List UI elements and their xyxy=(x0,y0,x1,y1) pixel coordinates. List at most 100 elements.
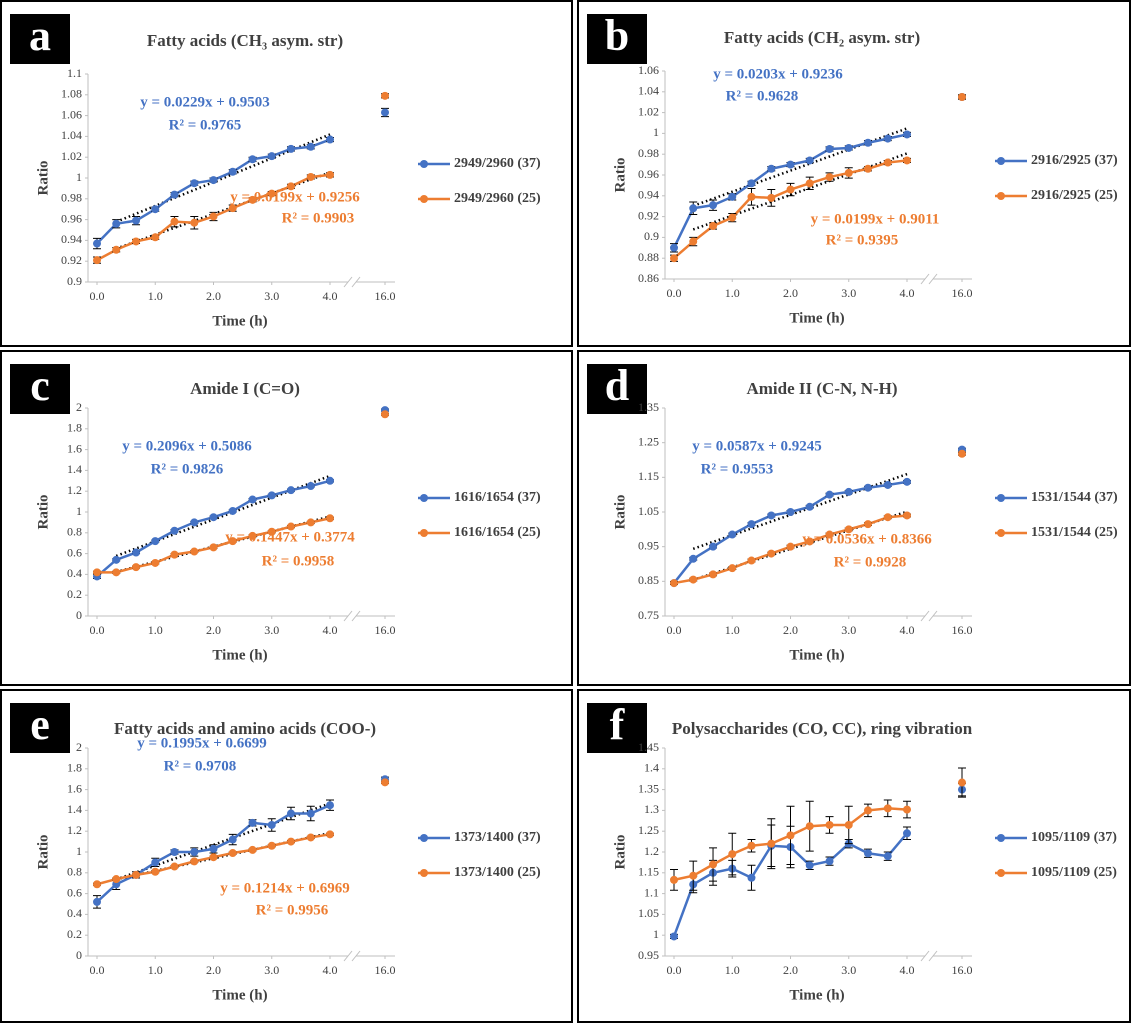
data-point xyxy=(689,575,698,584)
axis-break-gap xyxy=(348,610,356,622)
y-tick-label: 0.4 xyxy=(67,906,82,920)
data-point xyxy=(747,841,756,850)
data-point xyxy=(805,502,814,511)
panel-frame xyxy=(577,689,1131,1023)
data-point xyxy=(709,570,718,579)
legend-label: 1616/1654 (37) xyxy=(454,490,541,505)
data-point xyxy=(883,134,892,143)
y-tick-label: 2 xyxy=(76,740,82,754)
data-point xyxy=(844,487,853,496)
data-point xyxy=(767,839,776,848)
panel-letter: c xyxy=(30,361,50,410)
data-point xyxy=(209,543,218,552)
y-tick-label: 1.2 xyxy=(67,823,82,837)
trendline xyxy=(692,472,908,550)
legend-label: 1373/1400 (37) xyxy=(454,830,541,845)
data-point xyxy=(132,548,141,557)
data-point xyxy=(190,848,199,856)
data-point xyxy=(228,204,237,213)
y-tick-label: 1.8 xyxy=(67,421,82,435)
y-tick-label: 1 xyxy=(653,125,659,139)
legend-marker xyxy=(420,869,428,877)
y-tick-label: 1.25 xyxy=(638,434,659,448)
data-point xyxy=(209,212,218,221)
data-point xyxy=(248,155,257,164)
data-point xyxy=(151,205,160,214)
x-tick-label: 0.0 xyxy=(667,963,682,977)
data-point xyxy=(170,526,179,535)
panel-letter: b xyxy=(605,11,629,60)
data-point xyxy=(326,476,334,485)
data-point xyxy=(825,490,834,499)
x-tick-label: 4.0 xyxy=(900,623,915,637)
data-point xyxy=(228,537,237,546)
y-tick-label: 1.8 xyxy=(67,761,82,775)
panel: a Fatty acids (CH₃ asym. str) Ratio Time (h… xyxy=(0,0,573,347)
y-tick-label: 0.92 xyxy=(61,253,82,267)
data-point xyxy=(767,511,776,520)
data-point xyxy=(825,530,834,539)
data-point xyxy=(728,564,737,573)
y-tick-label: 0.8 xyxy=(67,865,82,879)
data-point xyxy=(93,880,101,889)
data-point xyxy=(151,233,160,242)
data-point xyxy=(267,491,276,500)
panel-letter-box xyxy=(10,703,70,753)
data-point xyxy=(286,486,295,495)
data-point xyxy=(190,218,199,227)
trendline xyxy=(692,152,908,231)
x-axis-label: Time (h) xyxy=(789,647,844,663)
x-tick-label: 1.0 xyxy=(148,289,163,303)
y-tick-label: 1.15 xyxy=(638,469,659,483)
data-point xyxy=(93,256,101,265)
trend-r2: R² = 0.9395 xyxy=(826,232,899,248)
data-point xyxy=(306,518,315,527)
data-point xyxy=(267,152,276,161)
y-tick-label: 0.96 xyxy=(638,167,659,181)
panel-frame xyxy=(577,0,1131,347)
data-point xyxy=(132,216,141,225)
x-tick-label: 16.0 xyxy=(375,289,396,303)
y-tick-label: 1.2 xyxy=(67,483,82,497)
data-point xyxy=(844,820,853,829)
panel: f Polysaccharides (CO, CC), ring vibratio… xyxy=(577,689,1131,1023)
trend-equation: y = 0.2096x + 0.5086 xyxy=(122,438,252,454)
x-tick-label: 2.0 xyxy=(783,963,798,977)
x-tick-label: 0.0 xyxy=(90,623,105,637)
data-point xyxy=(170,217,179,226)
data-point xyxy=(190,518,199,527)
data-point xyxy=(805,156,814,165)
data-point xyxy=(903,805,911,814)
legend-label: 2949/2960 (25) xyxy=(454,191,541,206)
y-tick-label: 1.04 xyxy=(61,128,82,142)
data-point xyxy=(93,897,101,906)
data-point xyxy=(209,844,218,853)
data-point xyxy=(209,176,218,185)
data-point xyxy=(381,410,389,419)
data-point xyxy=(844,168,853,177)
data-point xyxy=(326,514,334,523)
legend-marker xyxy=(420,494,428,502)
legend-label: 2949/2960 (37) xyxy=(454,156,541,171)
panel: d Amide II (C-N, N-H) Ratio Time (h) 0.75 0.8… xyxy=(577,350,1131,686)
data-point xyxy=(747,556,756,565)
y-tick-label: 1.05 xyxy=(638,504,659,518)
data-point xyxy=(170,848,179,856)
x-tick-label: 3.0 xyxy=(264,289,279,303)
data-point xyxy=(248,495,257,504)
y-tick-label: 0.9 xyxy=(644,229,659,243)
data-point xyxy=(786,831,795,840)
data-point xyxy=(326,830,334,839)
y-tick-label: 1.05 xyxy=(638,906,659,920)
data-point xyxy=(228,835,237,844)
y-tick-label: 0.88 xyxy=(638,250,659,264)
data-point xyxy=(248,195,257,204)
trend-r2: R² = 0.9928 xyxy=(834,554,907,570)
trend-r2: R² = 0.9765 xyxy=(169,117,242,133)
legend-label: 1095/1109 (25) xyxy=(1031,865,1117,880)
trend-equation: y = 0.1447x + 0.3774 xyxy=(225,529,355,545)
data-point xyxy=(670,932,678,941)
y-tick-label: 1.3 xyxy=(644,802,659,816)
data-point xyxy=(286,522,295,531)
y-tick-label: 0 xyxy=(76,948,82,962)
